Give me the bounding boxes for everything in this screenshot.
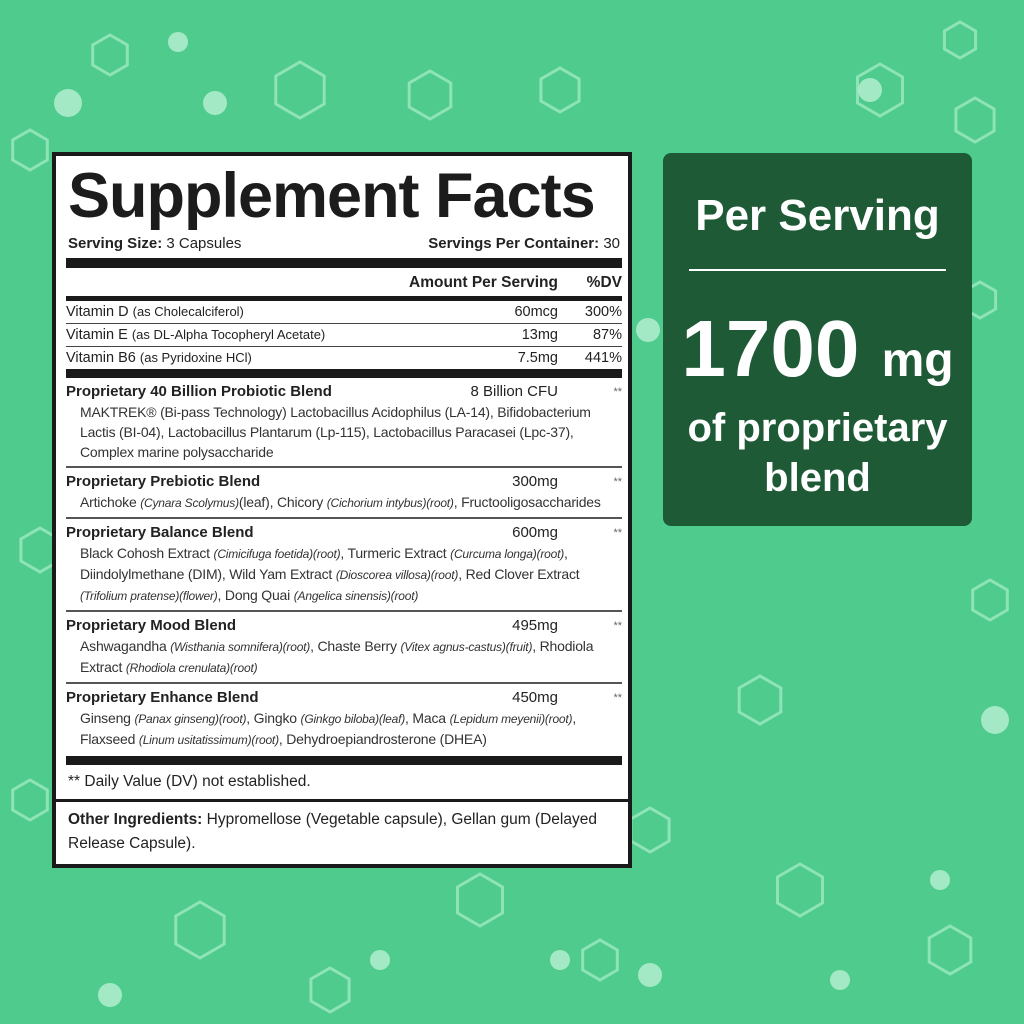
blend-ingredients: MAKTREK® (Bi-pass Technology) Lactobacil…	[80, 404, 591, 460]
hexagon-decoration	[539, 66, 581, 114]
blend-ingredients: Ashwagandha (Wisthania somnifera)(root),…	[80, 638, 594, 675]
divider-thick	[66, 369, 622, 378]
atom-dot-decoration	[54, 89, 82, 117]
blend-ingredients: Black Cohosh Extract (Cimicifuga foetida…	[80, 545, 580, 603]
other-ingredients: Other Ingredients: Hypromellose (Vegetab…	[68, 811, 597, 852]
blend-section: Proprietary Balance Blend 600mg ** Black…	[66, 519, 622, 612]
label-title: Supplement Facts	[68, 161, 596, 231]
atom-dot-decoration	[203, 91, 227, 115]
hexagon-decoration	[927, 924, 973, 976]
hexagon-decoration	[942, 20, 978, 60]
hexagon-decoration	[11, 778, 49, 822]
atom-dot-decoration	[636, 318, 660, 342]
blend-row: Proprietary 40 Billion Probiotic Blend 8…	[66, 383, 622, 400]
hexagon-decoration	[91, 33, 129, 77]
hexagon-decoration	[776, 862, 824, 918]
hexagon-decoration	[174, 900, 226, 960]
hexagon-decoration	[971, 578, 1009, 622]
atom-dot-decoration	[981, 706, 1009, 734]
supplement-facts-label: Supplement Facts Serving Size: 3 Capsule…	[52, 152, 632, 868]
blend-row: Proprietary Balance Blend 600mg **	[66, 524, 622, 541]
hexagon-decoration	[407, 69, 453, 121]
panel-subtitle: of proprietary blend	[687, 406, 948, 500]
blend-ingredients: Ginseng (Panax ginseng)(root), Gingko (G…	[80, 710, 577, 747]
hexagon-decoration	[629, 806, 671, 854]
atom-dot-decoration	[370, 950, 390, 970]
vitamin-row: Vitamin B6 (as Pyridoxine HCl) 7.5mg 441…	[66, 350, 622, 366]
vitamin-list: Vitamin D (as Cholecalciferol) 60mcg 300…	[66, 301, 622, 369]
hexagon-decoration	[11, 128, 49, 172]
blend-section: Proprietary 40 Billion Probiotic Blend 8…	[66, 378, 622, 468]
atom-dot-decoration	[550, 950, 570, 970]
header-amount: Amount Per Serving	[409, 274, 558, 291]
blend-section: Proprietary Mood Blend 495mg ** Ashwagan…	[66, 612, 622, 684]
atom-dot-decoration	[830, 970, 850, 990]
hexagon-decoration	[581, 938, 619, 982]
atom-dot-decoration	[98, 983, 122, 1007]
column-header: Amount Per Serving %DV	[66, 268, 622, 296]
header-dv: %DV	[586, 274, 622, 291]
atom-dot-decoration	[638, 963, 662, 987]
blend-section: Proprietary Enhance Blend 450mg ** Ginse…	[66, 684, 622, 754]
hexagon-decoration	[856, 62, 904, 118]
blend-ingredients: Artichoke (Cynara Scolymus)(leaf), Chico…	[80, 494, 601, 510]
divider-medium	[66, 296, 622, 301]
blend-row: Proprietary Mood Blend 495mg **	[66, 617, 622, 634]
vitamin-row: Vitamin D (as Cholecalciferol) 60mcg 300…	[66, 301, 622, 324]
atom-dot-decoration	[930, 870, 950, 890]
blend-row: Proprietary Enhance Blend 450mg **	[66, 689, 622, 706]
serving-size: Serving Size: 3 Capsules	[68, 235, 242, 252]
panel-heading: Per Serving	[695, 191, 940, 240]
blend-list: Proprietary 40 Billion Probiotic Blend 8…	[66, 378, 622, 754]
vitamin-row: Vitamin E (as DL-Alpha Tocopheryl Acetat…	[66, 324, 622, 347]
hexagon-decoration	[456, 872, 504, 928]
hexagon-decoration	[274, 60, 326, 120]
hexagon-decoration	[954, 96, 996, 144]
panel-divider	[689, 269, 946, 271]
divider-border	[56, 799, 628, 802]
atom-dot-decoration	[858, 78, 882, 102]
hexagon-decoration	[309, 966, 351, 1014]
per-serving-panel: Per Serving 1700 mg of proprietary blend	[663, 153, 972, 526]
atom-dot-decoration	[168, 32, 188, 52]
servings-per-container: Servings Per Container: 30	[428, 235, 620, 252]
blend-section: Proprietary Prebiotic Blend 300mg ** Art…	[66, 468, 622, 519]
divider-thick	[66, 756, 622, 765]
panel-amount: 1700 mg	[681, 304, 954, 393]
serving-info: Serving Size: 3 Capsules Servings Per Co…	[66, 232, 622, 258]
blend-row: Proprietary Prebiotic Blend 300mg **	[66, 473, 622, 490]
label-body: Supplement Facts Serving Size: 3 Capsule…	[56, 156, 628, 799]
divider-thick	[66, 258, 622, 268]
hexagon-decoration	[737, 674, 783, 726]
dv-note: ** Daily Value (DV) not established.	[68, 773, 311, 790]
